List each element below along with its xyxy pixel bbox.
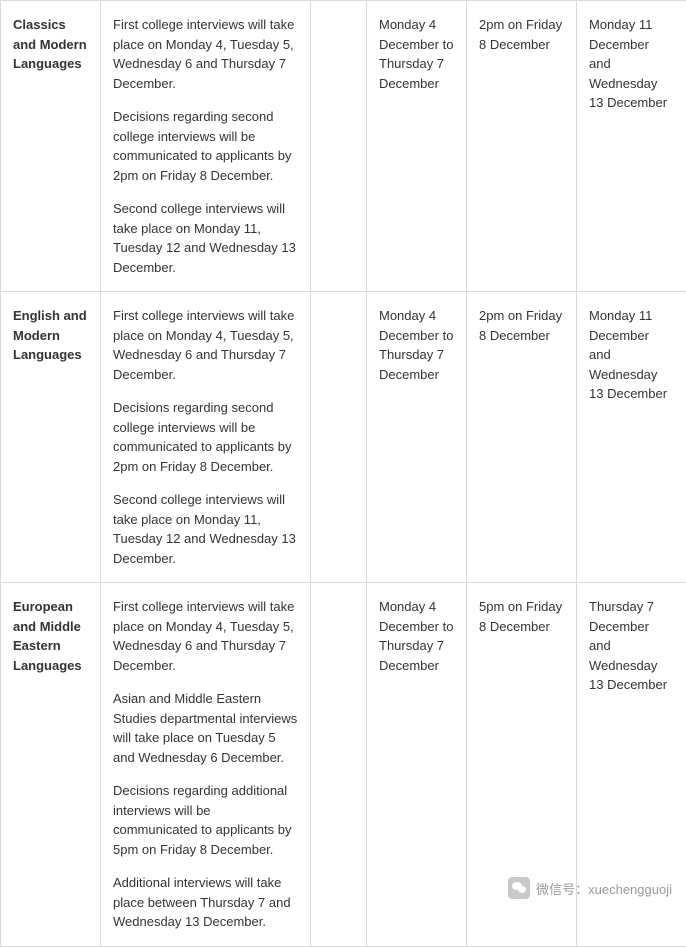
subject-cell: English and Modern Languages [1, 292, 101, 583]
detail-paragraph: Second college interviews will take plac… [113, 199, 298, 277]
date-range-cell: Monday 4 December to Thursday 7 December [367, 583, 467, 947]
additional-dates-cell: Monday 11 December and Wednesday 13 Dece… [577, 1, 686, 292]
detail-cell: First college interviews will take place… [101, 292, 311, 583]
additional-dates-cell: Monday 11 December and Wednesday 13 Dece… [577, 292, 686, 583]
table-row: European and Middle Eastern LanguagesFir… [1, 583, 686, 947]
detail-paragraph: Decisions regarding second college inter… [113, 107, 298, 185]
detail-cell: First college interviews will take place… [101, 1, 311, 292]
detail-paragraph: Decisions regarding second college inter… [113, 398, 298, 476]
detail-paragraph: Second college interviews will take plac… [113, 490, 298, 568]
table-body: Classics and Modern LanguagesFirst colle… [1, 1, 686, 947]
empty-cell [311, 292, 367, 583]
date-range-cell: Monday 4 December to Thursday 7 December [367, 1, 467, 292]
date-range-cell: Monday 4 December to Thursday 7 December [367, 292, 467, 583]
empty-cell [311, 1, 367, 292]
detail-paragraph: Asian and Middle Eastern Studies departm… [113, 689, 298, 767]
table-row: Classics and Modern LanguagesFirst colle… [1, 1, 686, 292]
table-row: English and Modern LanguagesFirst colleg… [1, 292, 686, 583]
deadline-cell: 5pm on Friday 8 December [467, 583, 577, 947]
detail-paragraph: Decisions regarding additional interview… [113, 781, 298, 859]
detail-paragraph: First college interviews will take place… [113, 597, 298, 675]
subject-cell: European and Middle Eastern Languages [1, 583, 101, 947]
detail-paragraph: Additional interviews will take place be… [113, 873, 298, 932]
empty-cell [311, 583, 367, 947]
detail-paragraph: First college interviews will take place… [113, 306, 298, 384]
detail-cell: First college interviews will take place… [101, 583, 311, 947]
deadline-cell: 2pm on Friday 8 December [467, 1, 577, 292]
detail-paragraph: First college interviews will take place… [113, 15, 298, 93]
subject-cell: Classics and Modern Languages [1, 1, 101, 292]
deadline-cell: 2pm on Friday 8 December [467, 292, 577, 583]
interview-schedule-table: Classics and Modern LanguagesFirst colle… [0, 0, 686, 947]
additional-dates-cell: Thursday 7 December and Wednesday 13 Dec… [577, 583, 686, 947]
